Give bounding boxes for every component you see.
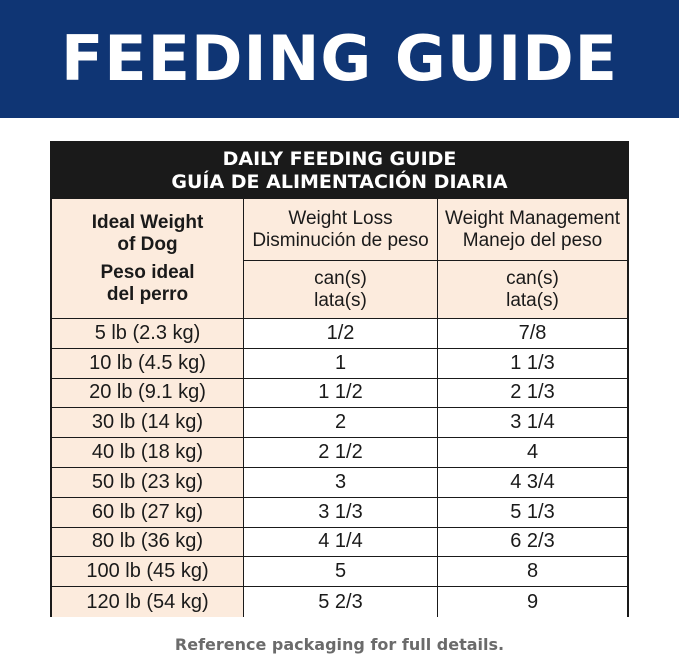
weight-management-cell: 2 1/3 — [438, 378, 627, 409]
feeding-table: DAILY FEEDING GUIDE GUÍA DE ALIMENTACIÓN… — [50, 141, 629, 617]
weight-management-cell: 5 1/3 — [438, 497, 627, 528]
unit-en: can(s) — [314, 267, 367, 289]
unit-es: lata(s) — [506, 289, 559, 311]
weight-loss-cell: 5 — [244, 557, 438, 588]
weight-header-es-line1: Peso ideal — [100, 261, 195, 283]
weight-management-header: Weight Management Manejo del peso — [438, 199, 627, 261]
weight-management-cell: 6 2/3 — [438, 527, 627, 558]
table-title: DAILY FEEDING GUIDE GUÍA DE ALIMENTACIÓN… — [52, 143, 627, 199]
weight-loss-cell: 1 — [244, 348, 438, 379]
page-title: FEEDING GUIDE — [60, 22, 619, 95]
weight-management-unit-header: can(s) lata(s) — [438, 261, 627, 319]
weight-loss-header-es: Disminución de peso — [252, 229, 429, 251]
weight-loss-cell: 3 — [244, 468, 438, 498]
weight-loss-cell: 5 2/3 — [244, 587, 438, 617]
weight-management-cell: 1 1/3 — [438, 348, 627, 379]
weight-cell: 60 lb (27 kg) — [52, 497, 244, 528]
weight-cell: 20 lb (9.1 kg) — [52, 378, 244, 409]
weight-loss-header: Weight Loss Disminución de peso — [244, 199, 438, 261]
weight-cell: 50 lb (23 kg) — [52, 468, 244, 498]
weight-header-en-line1: Ideal Weight — [91, 211, 204, 233]
weight-management-cell: 8 — [438, 557, 627, 588]
weight-loss-cell: 2 1/2 — [244, 438, 438, 468]
footer-note: Reference packaging for full details. — [174, 635, 505, 654]
banner: FEEDING GUIDE — [0, 0, 679, 118]
weight-loss-unit-header: can(s) lata(s) — [244, 261, 438, 319]
weight-management-cell: 9 — [438, 587, 627, 617]
weight-header-es-line2: del perro — [106, 283, 189, 305]
weight-cell: 80 lb (36 kg) — [52, 527, 244, 558]
weight-loss-cell: 3 1/3 — [244, 497, 438, 528]
weight-management-cell: 4 — [438, 438, 627, 468]
table-title-english: DAILY FEEDING GUIDE — [222, 148, 457, 170]
weight-loss-cell: 4 1/4 — [244, 527, 438, 558]
weight-loss-cell: 1 1/2 — [244, 378, 438, 409]
unit-en: can(s) — [506, 267, 559, 289]
weight-loss-header-en: Weight Loss — [288, 207, 393, 229]
weight-management-header-es: Manejo del peso — [462, 229, 603, 251]
weight-header-en-line2: of Dog — [117, 233, 178, 255]
weight-loss-cell: 2 — [244, 408, 438, 439]
weight-column-header: Ideal Weight of Dog Peso ideal del perro — [52, 199, 244, 319]
weight-cell: 5 lb (2.3 kg) — [52, 319, 244, 349]
weight-management-cell: 3 1/4 — [438, 408, 627, 439]
weight-cell: 100 lb (45 kg) — [52, 557, 244, 588]
table-title-spanish: GUÍA DE ALIMENTACIÓN DIARIA — [171, 171, 508, 193]
weight-management-cell: 7/8 — [438, 319, 627, 349]
weight-management-header-en: Weight Management — [445, 207, 620, 229]
weight-cell: 30 lb (14 kg) — [52, 408, 244, 439]
weight-loss-cell: 1/2 — [244, 319, 438, 349]
weight-management-cell: 4 3/4 — [438, 468, 627, 498]
weight-cell: 40 lb (18 kg) — [52, 438, 244, 468]
unit-es: lata(s) — [314, 289, 367, 311]
weight-cell: 10 lb (4.5 kg) — [52, 348, 244, 379]
weight-cell: 120 lb (54 kg) — [52, 587, 244, 617]
